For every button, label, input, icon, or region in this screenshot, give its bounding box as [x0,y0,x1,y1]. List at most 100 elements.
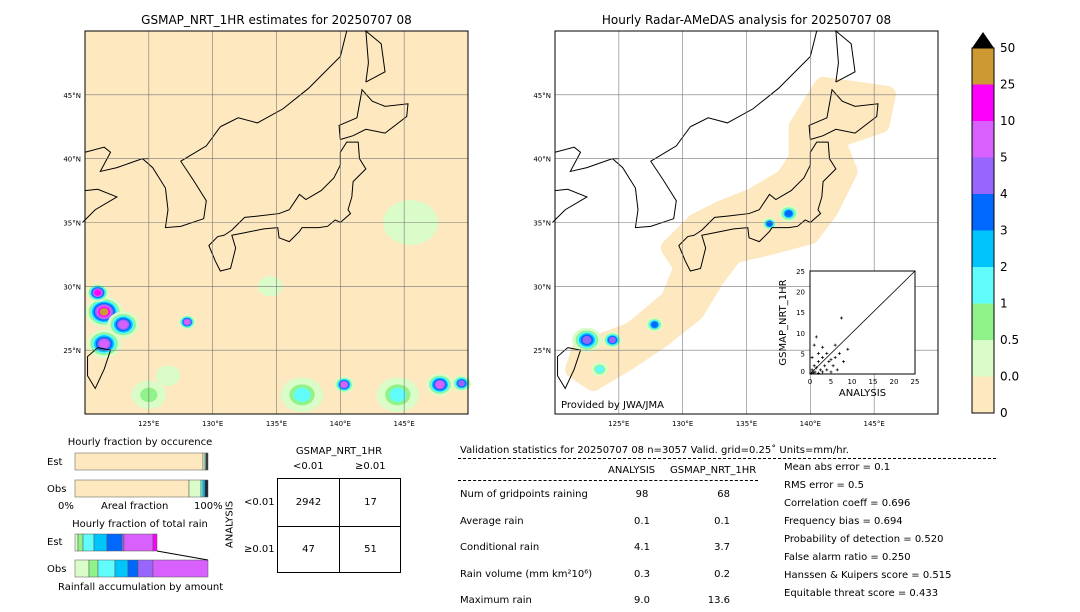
rain-est-segment [82,533,95,552]
map-frame [554,30,939,415]
rain-cell [608,336,616,344]
rain-obs-segment [88,559,99,578]
colorbar-label: 50 [1000,41,1015,55]
colorbar-label: 2 [1000,260,1008,274]
cell: 47 [302,544,315,555]
stats-cell: 9.0 [634,595,650,606]
rain-cell [99,339,109,348]
scatter-y-tick: 5 [801,350,805,358]
rain-est-segment [123,533,154,552]
colorbar-segment [972,230,994,267]
rain-est-segment [74,533,79,552]
accumulation-label: Rainfall accumulation by amount [58,582,224,593]
scatter-point [816,360,820,364]
scatter-point [835,368,839,372]
scatter-point [821,356,825,360]
occurence-est-segment [74,452,204,471]
coastline [835,29,856,83]
provider-label: Provided by JWA/JMA [561,400,664,411]
map-frame [84,30,469,415]
stats-cell: Maximum rain [460,595,532,606]
scatter-point [812,364,816,368]
rain-est-segment [121,533,125,552]
scatter-x-tick: 5 [829,378,833,386]
stats-header: Validation statistics for 20250707 08 n=… [460,445,849,456]
areal-fraction-label: Areal fraction [101,501,169,512]
x-tick-label: 130°E [202,420,223,428]
rain-est-segment [77,533,84,552]
scatter-point [811,371,815,375]
rain-obs-segment [97,559,116,578]
colorbar-segment [972,340,994,377]
score: Mean abs error = 0.1 [784,462,891,473]
obs-label: Obs [47,484,67,495]
stats-cell: 98 [635,489,649,500]
colorbar-label: 0.01 [1000,370,1020,384]
row-ge: ≥0.01 [244,544,275,555]
stats-cell: 0.3 [634,568,650,580]
rain-cell [389,387,407,402]
scatter-point [840,316,843,320]
scatter-point [837,351,841,355]
col-gsmap: GSMAP_NRT_1HR [670,465,757,476]
scatter-point [829,370,833,374]
rain-obs-segment [74,559,90,578]
scatter-x-tick: 0 [808,378,812,386]
col-analysis: ANALYSIS [608,465,656,476]
scatter-x-tick: 10 [848,378,857,386]
rain-obs-segment [137,559,154,578]
rain-cell [582,335,592,344]
scatter-point [814,335,818,339]
y-tick-label: 40°N [533,156,551,164]
contingency-table: 2942 17 47 51 [277,478,401,573]
occurence-obs-segment [200,479,204,498]
gsmap-map: 125°E 130°E 135°E 140°E 145°E 45°N 40°N 35°N 30°… [63,29,472,428]
rain-est-segment [106,533,123,552]
stats-cell: Rain volume (mm km²10⁶) [460,568,593,580]
scatter-point [813,370,817,374]
occurence-obs-segment [202,479,206,498]
row-axis-label: ANALYSIS [224,500,236,549]
scatter-point [829,358,833,362]
colorbar-segment [972,194,994,231]
colorbar-label: 25 [1000,78,1015,92]
occurence-obs-segment [74,479,190,498]
rain-cell [784,210,793,217]
colorbar-frame [971,47,995,414]
rain-est-segment [152,533,158,552]
stats-cell: 0.2 [714,568,730,580]
colorbar-segment [972,121,994,158]
stats-cell: 0.1 [634,515,650,527]
score: Equitable threat score = 0.433 [784,588,939,599]
row-lt: <0.01 [244,497,275,508]
stats-cell: Average rain [460,515,524,527]
rain-est-segment [93,533,108,552]
scatter-x-tick: 20 [890,378,899,386]
scatter-ylabel: GSMAP_NRT_1HR [778,279,789,365]
scatter-point [831,364,835,368]
x-tick-label: 145°E [394,420,415,428]
rain-cell [94,289,102,296]
colorbar-label: 5 [1000,151,1008,165]
rain-cell [118,320,128,329]
colorbar-label: 4 [1000,187,1008,201]
occurence-est-segment [202,452,206,471]
radar-coverage [565,76,896,392]
occurence-obs-segment [204,479,209,498]
x-tick-label: 130°E [672,420,693,428]
colorbar-segment [972,376,994,413]
connector-line [156,550,209,561]
obs-label-2: Obs [47,564,67,575]
stats-cell: Num of gridpoints raining [460,489,588,500]
rain-cell [184,319,191,325]
score: Correlation coeff = 0.696 [784,498,911,509]
rain-cell [766,220,773,227]
coastline [82,188,119,223]
left-map-title: GSMAP_NRT_1HR estimates for 20250707 08 [141,13,412,27]
stats-cell: 3.7 [714,542,730,553]
scatter-x-tick: 25 [911,378,920,386]
rain-cell [651,321,659,328]
y-tick-label: 45°N [63,92,81,100]
scatter-y-tick: 25 [796,268,805,276]
y-tick-label: 40°N [63,156,81,164]
